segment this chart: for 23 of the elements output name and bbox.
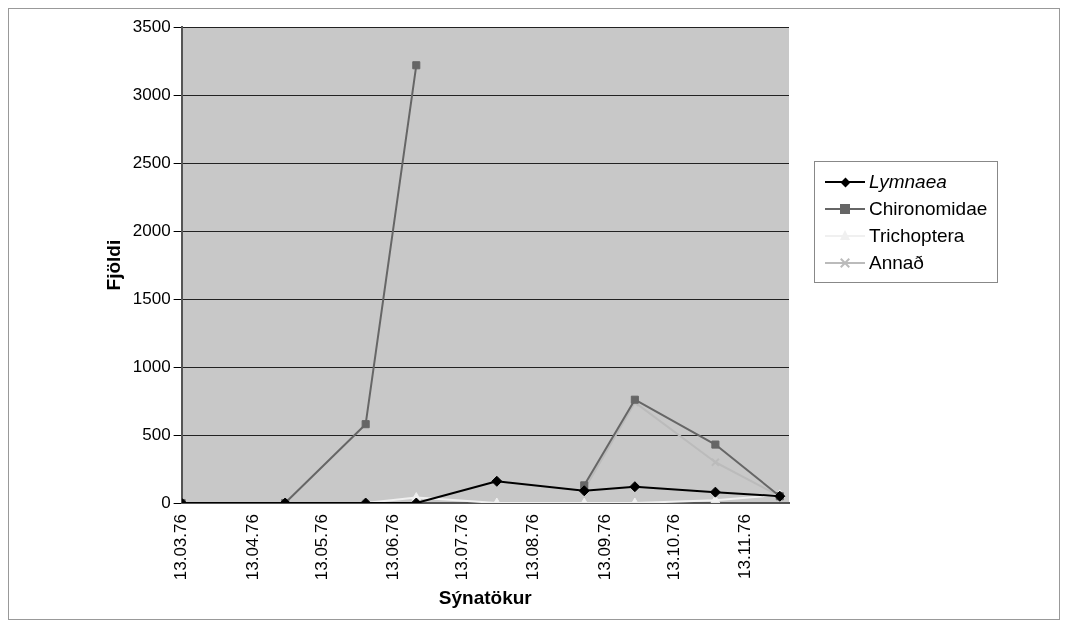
x-tick-label: 13.08.76 <box>523 514 543 581</box>
legend-label: Lymnaea <box>869 170 947 194</box>
x-tick-label: 13.04.76 <box>242 514 262 581</box>
y-tick-label: 3000 <box>132 84 171 104</box>
legend-label: Trichoptera <box>869 224 965 248</box>
x-tick-label: 13.10.76 <box>663 514 683 581</box>
y-tick-label: 1000 <box>132 356 171 376</box>
y-tick-label: 3500 <box>132 16 171 36</box>
x-tick-label: 13.06.76 <box>382 514 402 581</box>
y-axis-title: Fjöldi <box>102 239 124 291</box>
y-tick-label: 0 <box>161 492 171 512</box>
y-tick-label: 2000 <box>132 220 171 240</box>
x-axis-title: Sýnatökur <box>438 586 533 608</box>
x-tick-label: 13.03.76 <box>171 514 191 581</box>
x-tick-label: 13.07.76 <box>451 514 471 581</box>
x-tick-label: 13.05.76 <box>311 514 331 581</box>
y-tick-label: 1500 <box>132 288 171 308</box>
legend-label: Chironomidae <box>869 197 988 221</box>
x-tick-label: 13.11.76 <box>734 514 754 579</box>
y-tick-label: 2500 <box>132 152 171 172</box>
x-tick-label: 13.09.76 <box>594 514 614 581</box>
y-tick-label: 500 <box>142 424 171 444</box>
legend-label: Annað <box>869 251 924 275</box>
